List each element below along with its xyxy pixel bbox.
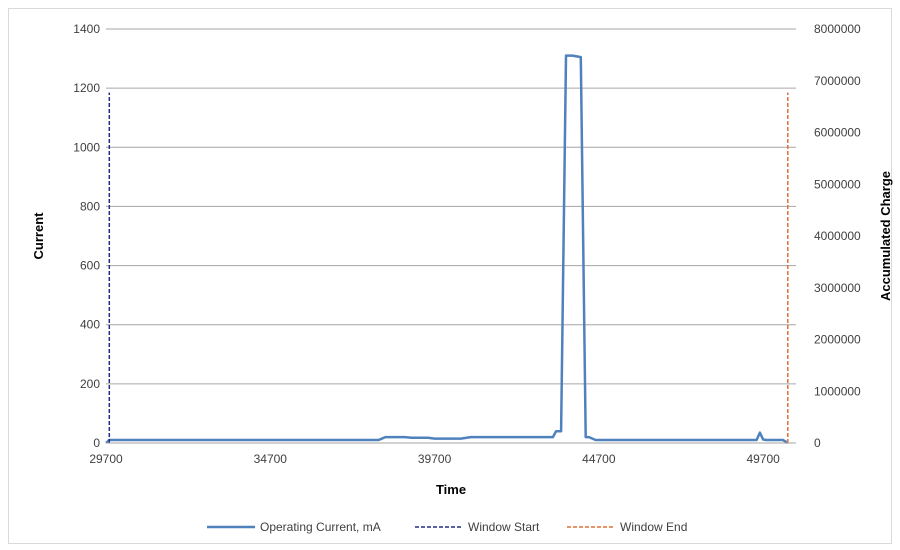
x-tick-label: 34700 <box>254 452 288 466</box>
y-axis-ticks: 0 200 400 600 800 1000 1200 1400 <box>73 22 100 450</box>
legend-label-0: Operating Current, mA <box>260 520 381 534</box>
legend: Operating Current, mA Window Start Window … <box>207 520 687 534</box>
y2-tick-label: 8000000 <box>814 22 861 36</box>
y2-tick-label: 3000000 <box>814 281 861 295</box>
x-tick-label: 39700 <box>418 452 452 466</box>
y-tick-label: 0 <box>93 436 100 450</box>
y-tick-label: 200 <box>80 377 100 391</box>
y2-tick-label: 6000000 <box>814 126 861 140</box>
y2-tick-label: 5000000 <box>814 177 861 191</box>
y2-axis-ticks: 0 1000000 2000000 3000000 4000000 5000000 6000… <box>814 22 861 450</box>
y-tick-label: 1400 <box>73 22 100 36</box>
gridlines <box>106 28 796 385</box>
y-tick-label: 600 <box>80 259 100 273</box>
x-axis-ticks: 29700 34700 39700 44700 49700 <box>89 452 780 466</box>
y2-tick-label: 2000000 <box>814 333 861 347</box>
y-tick-label: 400 <box>80 318 100 332</box>
y-axis-title: Current <box>31 212 46 260</box>
series-group <box>105 54 789 445</box>
y-tick-label: 800 <box>80 199 100 213</box>
legend-label-1: Window Start <box>468 520 540 534</box>
y-tick-label: 1000 <box>73 140 100 154</box>
x-tick-label: 44700 <box>582 452 616 466</box>
y2-tick-label: 7000000 <box>814 74 861 88</box>
legend-label-2: Window End <box>620 520 687 534</box>
y2-tick-label: 0 <box>814 436 821 450</box>
y2-axis-title: Accumulated Charge <box>878 171 893 301</box>
y2-tick-label: 4000000 <box>814 229 861 243</box>
series-line-0 <box>105 54 789 445</box>
chart-frame <box>8 8 892 544</box>
x-tick-label: 29700 <box>89 452 123 466</box>
y-tick-label: 1200 <box>73 81 100 95</box>
x-tick-label: 49700 <box>746 452 780 466</box>
x-axis-title: Time <box>436 482 466 497</box>
y2-tick-label: 1000000 <box>814 384 861 398</box>
